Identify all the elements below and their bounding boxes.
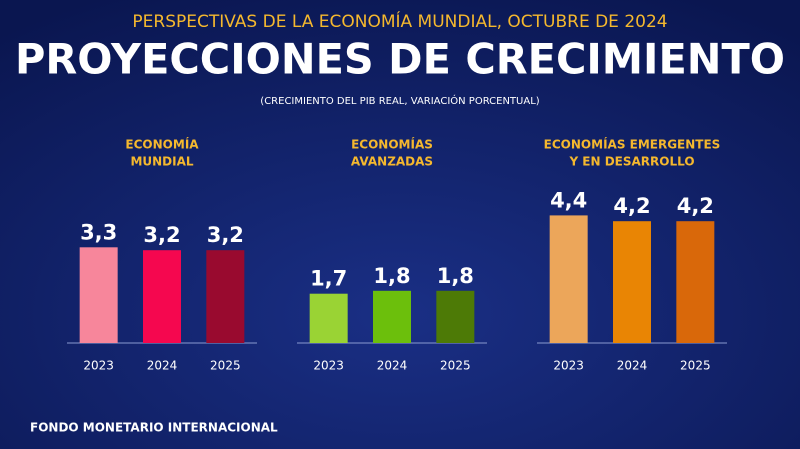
- value-label: 1,8: [437, 264, 474, 288]
- bar: [309, 293, 348, 343]
- x-tick-label: 2025: [680, 359, 711, 373]
- value-label: 3,3: [80, 220, 117, 244]
- value-label: 1,7: [310, 267, 347, 291]
- bar: [143, 250, 181, 343]
- value-label: 4,2: [613, 194, 650, 218]
- subtitle: PERSPECTIVAS DE LA ECONOMÍA MUNDIAL, OCT…: [132, 10, 667, 32]
- group-title: MUNDIAL: [130, 155, 193, 169]
- x-tick-label: 2024: [147, 359, 178, 373]
- title: PROYECCIONES DE CRECIMIENTO: [15, 35, 785, 84]
- bar: [549, 215, 588, 343]
- bar: [206, 250, 245, 343]
- bar: [79, 247, 118, 343]
- bar: [613, 221, 651, 343]
- x-tick-label: 2025: [210, 359, 241, 373]
- footer: FONDO MONETARIO INTERNACIONAL: [30, 421, 278, 435]
- value-label: 1,8: [373, 264, 410, 288]
- x-tick-label: 2024: [617, 359, 648, 373]
- value-label: 3,2: [143, 223, 180, 247]
- note: (CRECIMIENTO DEL PIB REAL, VARIACIÓN POR…: [260, 94, 539, 107]
- x-tick-label: 2023: [83, 359, 114, 373]
- value-label: 3,2: [207, 223, 244, 247]
- bar: [436, 290, 475, 343]
- bar: [373, 290, 411, 343]
- group-title: Y EN DESARROLLO: [568, 155, 694, 169]
- group-title: ECONOMÍAS: [351, 137, 433, 152]
- x-tick-label: 2024: [377, 359, 408, 373]
- x-tick-label: 2023: [553, 359, 584, 373]
- group-title: AVANZADAS: [351, 155, 433, 169]
- x-tick-label: 2025: [440, 359, 471, 373]
- group-title: ECONOMÍAS EMERGENTES: [544, 137, 721, 152]
- bar: [676, 221, 715, 343]
- value-label: 4,2: [677, 194, 714, 218]
- group-title: ECONOMÍA: [125, 137, 199, 152]
- value-label: 4,4: [550, 188, 587, 212]
- x-tick-label: 2023: [313, 359, 344, 373]
